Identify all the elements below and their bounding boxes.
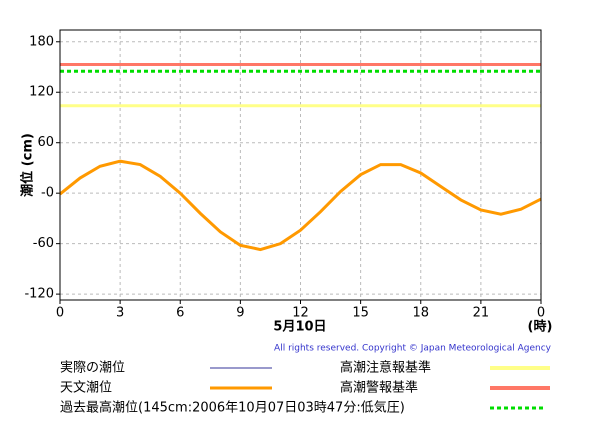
x-tick-label: 6 — [176, 306, 184, 321]
legend-label: 実際の潮位 — [60, 360, 125, 376]
y-tick-label: -120 — [24, 287, 54, 302]
plot-border — [59, 29, 542, 301]
y-tick-label: 60 — [37, 135, 54, 150]
x-tick-label: 12 — [292, 306, 309, 321]
x-tick-label: 0 — [537, 306, 545, 321]
x-tick-label: 18 — [412, 306, 429, 321]
copyright: All rights reserved. Copyright © Japan M… — [274, 344, 552, 354]
x-tick-label: 9 — [236, 306, 244, 321]
x-tick-label: 0 — [56, 306, 64, 321]
legend-label: 高潮警報基準 — [340, 380, 418, 396]
y-tick-label: 180 — [29, 34, 54, 49]
legend-label: 高潮注意報基準 — [340, 360, 431, 376]
x-tick-label: 3 — [116, 306, 124, 321]
x-tick-label: 15 — [352, 306, 369, 321]
y-tick-label: -0 — [41, 186, 54, 201]
legend-label: 天文潮位 — [60, 381, 112, 396]
x-unit: (時) — [528, 319, 553, 335]
series-line — [59, 159, 542, 252]
legend-label: 過去最高潮位(145cm:2006年10月07日03時47分:低気圧) — [60, 400, 405, 416]
x-axis-label: 5月10日 — [273, 320, 326, 335]
y-axis-label: 潮位 (cm) — [20, 133, 36, 197]
y-tick-label: -60 — [33, 236, 54, 251]
y-tick-label: 120 — [29, 85, 54, 100]
x-tick-label: 21 — [473, 306, 490, 321]
